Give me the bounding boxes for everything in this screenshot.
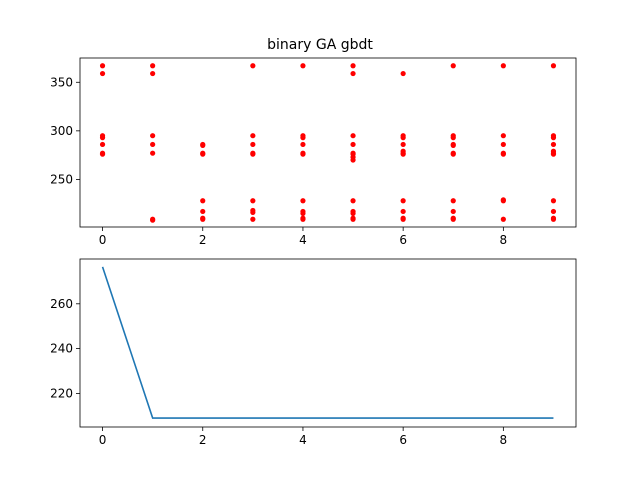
top-x-tick-label: 0 <box>99 233 107 247</box>
scatter-point <box>150 70 156 77</box>
bottom-axes-frame <box>79 258 577 428</box>
scatter-point <box>400 70 406 77</box>
top-y-tick-label: 300 <box>50 124 73 138</box>
bottom-subplot: 0 2 4 6 8 220 240 260 <box>50 258 577 447</box>
bottom-x-tick-label: 2 <box>199 433 207 447</box>
scatter-point <box>550 216 557 222</box>
scatter-point <box>200 151 206 157</box>
scatter-point <box>350 70 356 77</box>
scatter-point <box>250 216 256 222</box>
top-y-tick-label: 250 <box>50 172 73 186</box>
top-x-tick-label: 8 <box>500 233 508 247</box>
scatter-point <box>400 198 406 204</box>
top-subplot: binary GA gbdt 0 2 4 6 8 250 300 350 <box>50 37 577 247</box>
scatter-point <box>500 216 506 222</box>
bottom-x-tick-label: 8 <box>500 433 508 447</box>
scatter-point <box>150 217 156 223</box>
scatter-point <box>150 133 156 139</box>
scatter-point <box>350 63 356 69</box>
scatter-point <box>450 63 456 69</box>
top-scatter-points <box>99 63 557 223</box>
scatter-point <box>250 198 256 204</box>
top-y-tick-label: 350 <box>50 75 73 89</box>
scatter-point <box>150 63 156 69</box>
scatter-point <box>250 151 256 157</box>
scatter-point <box>150 150 156 156</box>
scatter-point <box>400 151 406 157</box>
top-x-tick-label: 6 <box>399 233 407 247</box>
scatter-point <box>350 141 356 148</box>
top-axes-frame <box>79 57 577 228</box>
scatter-point <box>99 70 106 77</box>
scatter-point <box>300 151 306 157</box>
bottom-y-tick-label: 240 <box>50 342 73 356</box>
scatter-point <box>550 198 557 204</box>
top-y-axis: 250 300 350 <box>50 75 80 186</box>
scatter-point <box>99 135 106 141</box>
scatter-point <box>550 141 557 148</box>
scatter-point <box>250 63 256 69</box>
bottom-x-axis: 0 2 4 6 8 <box>99 427 507 447</box>
scatter-point <box>550 208 557 215</box>
scatter-point <box>250 209 256 216</box>
scatter-point <box>450 208 456 215</box>
scatter-point <box>300 63 306 69</box>
scatter-point <box>99 141 106 148</box>
scatter-point <box>200 142 206 149</box>
scatter-point <box>550 151 557 157</box>
scatter-point <box>500 133 506 139</box>
scatter-point <box>400 216 406 222</box>
scatter-point <box>200 198 206 204</box>
scatter-point <box>450 135 456 141</box>
top-x-axis: 0 2 4 6 8 <box>99 227 507 247</box>
scatter-point <box>400 141 406 148</box>
scatter-point <box>400 208 406 215</box>
scatter-point <box>550 63 557 69</box>
scatter-point <box>150 141 156 148</box>
bottom-y-axis: 220 240 260 <box>50 297 80 400</box>
scatter-point <box>450 216 456 222</box>
scatter-point <box>450 198 456 204</box>
scatter-point <box>450 151 456 157</box>
scatter-point <box>99 63 106 69</box>
bottom-y-tick-label: 220 <box>50 386 73 400</box>
scatter-point <box>450 142 456 149</box>
scatter-point <box>250 133 256 139</box>
scatter-point <box>200 216 206 222</box>
top-x-tick-label: 4 <box>299 233 307 247</box>
scatter-point <box>550 135 557 141</box>
scatter-point <box>300 135 306 141</box>
top-chart-title: binary GA gbdt <box>267 37 373 53</box>
scatter-point <box>300 216 306 222</box>
scatter-point <box>500 141 506 148</box>
bottom-y-tick-label: 260 <box>50 297 73 311</box>
scatter-point <box>350 216 356 222</box>
scatter-point <box>500 198 506 204</box>
scatter-point <box>350 198 356 204</box>
best-fitness-line <box>101 266 554 419</box>
scatter-point <box>350 133 356 139</box>
scatter-point <box>300 141 306 148</box>
scatter-point <box>250 141 256 148</box>
top-x-tick-label: 2 <box>199 233 207 247</box>
scatter-point <box>300 210 306 217</box>
bottom-x-tick-label: 0 <box>99 433 107 447</box>
scatter-point <box>99 151 106 157</box>
scatter-point <box>500 63 506 69</box>
scatter-point <box>400 135 406 141</box>
bottom-line-series <box>101 266 554 419</box>
bottom-x-tick-label: 6 <box>399 433 407 447</box>
bottom-x-tick-label: 4 <box>299 433 307 447</box>
scatter-point <box>350 210 356 217</box>
scatter-point <box>200 208 206 215</box>
scatter-point <box>500 151 506 157</box>
scatter-point <box>300 198 306 204</box>
scatter-point <box>350 157 356 163</box>
